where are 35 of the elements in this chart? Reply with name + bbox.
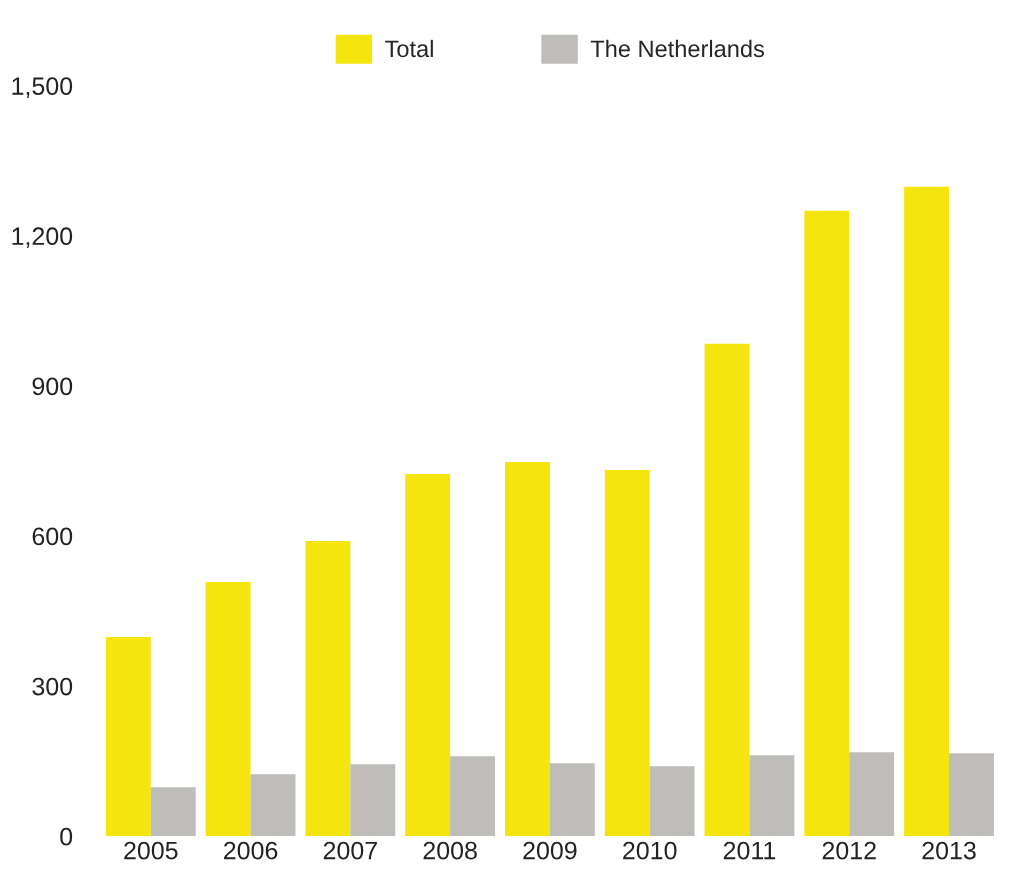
legend-label: Total: [385, 39, 433, 58]
bar: [849, 752, 895, 837]
bar: [405, 473, 451, 837]
bar: [205, 582, 251, 837]
bar: [150, 787, 196, 837]
bar: [949, 753, 994, 837]
x-tick-label: 2009: [523, 841, 577, 860]
x-tick-label: 2011: [723, 841, 776, 860]
legend-label: The Netherlands: [590, 39, 764, 58]
bar: [749, 755, 795, 837]
y-tick-label: 300: [32, 677, 73, 696]
y-tick-label: 900: [32, 377, 73, 396]
y-tick-label: 0: [60, 827, 73, 846]
bar: [804, 210, 850, 837]
bar: [305, 540, 351, 837]
x-tick-label: 2006: [224, 841, 278, 860]
y-tick-label: 600: [32, 527, 73, 546]
x-tick-label: 2012: [822, 841, 876, 860]
bar: [549, 763, 595, 837]
x-tick-label: 2008: [423, 841, 477, 860]
y-tick-label: 1,500: [12, 77, 73, 98]
x-tick-label: 2013: [922, 841, 976, 860]
x-tick-label: 2010: [623, 841, 677, 860]
bar: [505, 461, 550, 837]
bar: [604, 469, 650, 837]
bar: [704, 343, 750, 837]
bar: [904, 186, 950, 837]
bar: [105, 637, 151, 837]
bar: [250, 774, 296, 837]
x-tick-label: 2005: [124, 841, 178, 860]
bar: [350, 764, 396, 837]
x-tick-label: 2007: [323, 841, 377, 860]
bar: [450, 756, 496, 837]
bar: [649, 766, 695, 837]
y-tick-label: 1,200: [12, 227, 73, 249]
